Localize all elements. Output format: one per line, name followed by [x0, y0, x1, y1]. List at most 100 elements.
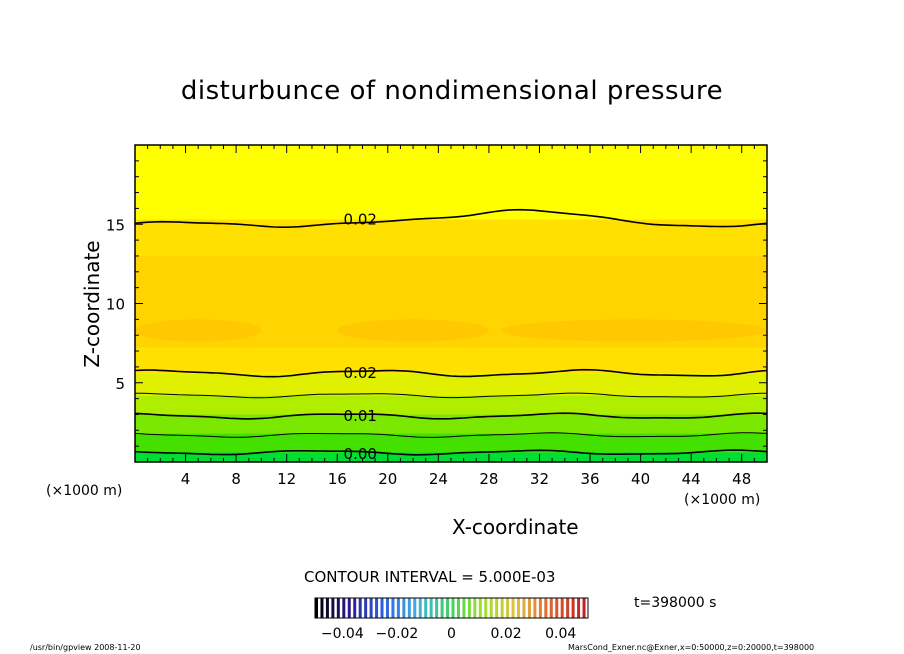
colorbar-segment — [446, 598, 450, 618]
colorbar-segment — [533, 598, 537, 618]
colorbar-segment — [522, 598, 526, 618]
colorbar-segment — [555, 598, 559, 618]
max-region — [135, 319, 767, 342]
field-band — [135, 145, 767, 220]
colorbar-frame — [314, 597, 589, 619]
colorbar-segment — [315, 598, 319, 618]
colorbar-segment — [549, 598, 553, 618]
max-region-blob — [501, 319, 767, 342]
colorbar-segment — [385, 598, 389, 618]
colorbar-segment — [473, 598, 477, 618]
colorbar-segment — [577, 598, 581, 618]
colorbar-segment — [456, 598, 460, 618]
colorbar-tick-label: −0.04 — [321, 626, 364, 642]
x-tick-label: 44 — [682, 470, 701, 488]
colorbar-segment — [353, 598, 357, 618]
field-band — [135, 395, 767, 415]
colorbar: −0.04 −0.02 0 0.02 0.04 — [314, 597, 589, 642]
footer-source: MarsCond_Exner.nc@Exner,x=0:50000,z=0:20… — [568, 643, 815, 652]
shaded-field — [135, 145, 767, 462]
colorbar-segment — [402, 598, 406, 618]
colorbar-segment — [375, 598, 379, 618]
colorbar-segment — [517, 598, 521, 618]
colorbar-segment — [407, 598, 411, 618]
x-tick-label: 24 — [429, 470, 448, 488]
colorbar-segment — [478, 598, 482, 618]
colorbar-segment — [500, 598, 504, 618]
contour-label: 0.01 — [344, 407, 377, 425]
colorbar-segment — [467, 598, 471, 618]
x-tick-label: 32 — [530, 470, 549, 488]
colorbar-tick-label: 0 — [447, 626, 456, 642]
colorbar-segment — [506, 598, 510, 618]
colorbar-segment — [489, 598, 493, 618]
field-band — [135, 452, 767, 462]
max-region-blob — [135, 319, 262, 342]
colorbar-segment — [342, 598, 346, 618]
field-band — [135, 373, 767, 396]
chart-title: disturbunce of nondimensional pressure — [180, 76, 724, 106]
x-tick-label: 8 — [231, 470, 241, 488]
x-axis-label: X-coordinate — [452, 515, 579, 539]
contour-interval-label: CONTOUR INTERVAL = 5.000E-03 — [304, 568, 556, 586]
colorbar-tick-label: 0.04 — [545, 626, 576, 642]
colorbar-segment — [396, 598, 400, 618]
colorbar-segment — [331, 598, 335, 618]
x-tick-label: 36 — [580, 470, 599, 488]
x-tick-label: 48 — [732, 470, 751, 488]
footer-command: /usr/bin/gpview 2008-11-20 — [30, 643, 141, 652]
contour-line — [135, 208, 767, 228]
contour-label: 0.02 — [344, 210, 377, 228]
contour-label: 0.00 — [344, 445, 377, 463]
colorbar-tick-label: −0.02 — [375, 626, 418, 642]
colorbar-segment — [566, 598, 570, 618]
contour-line — [135, 368, 767, 378]
x-tick-label: 40 — [631, 470, 650, 488]
colorbar-segment — [582, 598, 586, 618]
x-tick-label: 20 — [378, 470, 397, 488]
colorbar-segment — [380, 598, 384, 618]
colorbar-segment — [418, 598, 422, 618]
colorbar-segment — [364, 598, 368, 618]
x-unit-label-left: (×1000 m) — [46, 483, 123, 499]
x-unit-label-right: (×1000 m) — [684, 492, 761, 508]
x-tick-label: 12 — [277, 470, 296, 488]
y-tick-label: 15 — [106, 216, 125, 234]
colorbar-segment — [424, 598, 428, 618]
colorbar-segment — [527, 598, 531, 618]
time-label: t=398000 s — [634, 595, 717, 611]
colorbar-segment — [451, 598, 455, 618]
colorbar-segment — [358, 598, 362, 618]
colorbar-segment — [391, 598, 395, 618]
colorbar-segment — [369, 598, 373, 618]
colorbar-segment — [325, 598, 329, 618]
contour-line — [135, 412, 767, 420]
max-region-blob — [337, 319, 489, 342]
contour-label: 0.02 — [344, 364, 377, 382]
colorbar-segment — [435, 598, 439, 618]
contour-lines — [135, 208, 767, 456]
colorbar-segment — [544, 598, 548, 618]
x-tick-label: 16 — [328, 470, 347, 488]
colorbar-segment — [347, 598, 351, 618]
colorbar-segment — [462, 598, 466, 618]
contour-labels: 0.02 0.02 0.01 0.00 — [344, 210, 377, 463]
colorbar-segment — [538, 598, 542, 618]
colorbar-segment — [560, 598, 564, 618]
field-band — [135, 414, 767, 434]
y-tick-label: 5 — [115, 375, 125, 393]
colorbar-segment — [336, 598, 340, 618]
contour-line — [135, 392, 767, 399]
colorbar-segment — [495, 598, 499, 618]
colorbar-tick-label: 0.02 — [491, 626, 522, 642]
field-band — [135, 433, 767, 453]
colorbar-segment — [484, 598, 488, 618]
field-band — [135, 347, 767, 374]
colorbar-segment — [429, 598, 433, 618]
colorbar-segment — [413, 598, 417, 618]
contour-line — [135, 432, 767, 438]
colorbar-segment — [320, 598, 324, 618]
x-tick-label: 4 — [181, 470, 191, 488]
